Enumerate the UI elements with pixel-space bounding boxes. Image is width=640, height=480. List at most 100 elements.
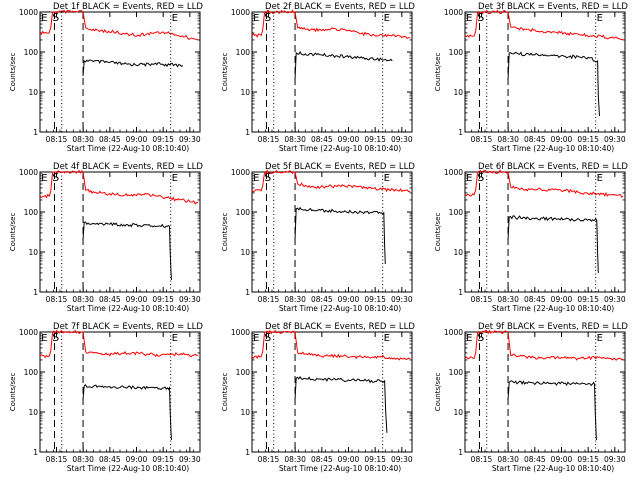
y-tick-label: 100 — [24, 368, 39, 377]
series-line-events — [82, 221, 172, 281]
series-line-lld — [39, 9, 199, 41]
x-tick-label: 08:45 — [524, 135, 546, 144]
plot-frame — [464, 331, 626, 453]
marker-label-e-right: E — [384, 333, 390, 344]
x-tick-label: 08:30 — [72, 295, 94, 304]
y-tick-label: 10 — [453, 248, 463, 257]
x-tick-label: 08:45 — [99, 455, 121, 464]
y-tick-label: 100 — [24, 208, 39, 217]
series-line-lld — [464, 329, 624, 361]
marker-label-s: S — [52, 171, 59, 184]
plot-frame — [39, 171, 201, 293]
y-tick-label: 1 — [33, 288, 38, 297]
marker-label-e-left: E — [41, 173, 47, 184]
x-tick-label: 09:15 — [152, 295, 174, 304]
x-tick-label: 09:15 — [364, 135, 386, 144]
marker-label-s: S — [52, 11, 59, 24]
chart-panel-3: Det 3f BLACK = Events, RED = LLD 1 10 100 10… — [434, 2, 628, 153]
x-tick-label: 09:00 — [126, 295, 148, 304]
marker-label-s: S — [477, 171, 484, 184]
marker-label-e-left: E — [466, 13, 472, 24]
series-line-events — [507, 51, 600, 117]
series-line-events — [294, 51, 393, 81]
x-axis-label: Start Time (22-Aug-10 08:10:40) — [492, 464, 614, 473]
x-tick-label: 08:30 — [284, 455, 306, 464]
marker-label-e-right: E — [172, 333, 178, 344]
series-line-lld — [39, 169, 199, 205]
y-tick-label: 100 — [449, 208, 464, 217]
x-tick-label: 09:15 — [152, 135, 174, 144]
y-tick-label: 1 — [458, 288, 463, 297]
x-tick-label: 08:45 — [99, 295, 121, 304]
marker-label-e-right: E — [597, 13, 603, 24]
marker-label-e-right: E — [384, 173, 390, 184]
y-tick-label: 1000 — [19, 328, 38, 337]
chart-title: Det 4f BLACK = Events, RED = LLD — [53, 162, 203, 172]
chart-title: Det 2f BLACK = Events, RED = LLD — [265, 2, 415, 12]
x-tick-label: 08:15 — [46, 135, 68, 144]
x-axis-label: Start Time (22-Aug-10 08:10:40) — [492, 304, 614, 313]
marker-label-s: S — [477, 11, 484, 24]
marker-label-e-left: E — [253, 173, 259, 184]
x-axis-label: Start Time (22-Aug-10 08:10:40) — [279, 304, 401, 313]
x-tick-label: 09:00 — [551, 455, 573, 464]
plot-frame — [251, 331, 413, 453]
chart-title: Det 9f BLACK = Events, RED = LLD — [478, 322, 628, 332]
x-tick-label: 08:15 — [258, 455, 280, 464]
marker-label-e-right: E — [172, 173, 178, 184]
chart-panel-4: Det 4f BLACK = Events, RED = LLD 1 10 100 10… — [9, 162, 203, 313]
x-tick-label: 09:00 — [126, 135, 148, 144]
y-tick-label: 10 — [453, 88, 463, 97]
y-tick-label: 1000 — [19, 168, 38, 177]
y-tick-label: 1 — [245, 448, 250, 457]
y-axis-label: Counts/sec — [434, 213, 442, 252]
x-tick-label: 09:00 — [338, 295, 360, 304]
marker-label-e-left: E — [466, 173, 472, 184]
x-tick-label: 08:15 — [471, 455, 493, 464]
marker-label-s: S — [264, 171, 271, 184]
chart-title: Det 1f BLACK = Events, RED = LLD — [53, 2, 203, 12]
chart-panel-1: Det 1f BLACK = Events, RED = LLD 1 10 100 10… — [9, 2, 203, 153]
marker-label-e-right: E — [597, 173, 603, 184]
y-tick-label: 100 — [236, 368, 251, 377]
x-tick-label: 08:45 — [524, 295, 546, 304]
y-tick-label: 100 — [236, 48, 251, 57]
x-tick-label: 09:30 — [391, 295, 413, 304]
y-tick-label: 1000 — [444, 8, 463, 17]
y-tick-label: 1000 — [231, 168, 250, 177]
chart-title: Det 8f BLACK = Events, RED = LLD — [265, 322, 415, 332]
y-tick-label: 10 — [28, 248, 38, 257]
marker-label-e-left: E — [466, 333, 472, 344]
x-axis-label: Start Time (22-Aug-10 08:10:40) — [67, 464, 189, 473]
chart-panel-7: Det 7f BLACK = Events, RED = LLD 1 10 100 10… — [9, 322, 203, 473]
y-tick-label: 10 — [28, 408, 38, 417]
series-line-lld — [251, 9, 411, 40]
y-axis-label: Counts/sec — [221, 373, 229, 412]
x-tick-label: 08:30 — [497, 295, 519, 304]
y-tick-label: 100 — [236, 208, 251, 217]
x-tick-label: 09:30 — [179, 295, 201, 304]
x-tick-label: 08:30 — [72, 135, 94, 144]
x-tick-label: 08:30 — [72, 455, 94, 464]
chart-panel-9: Det 9f BLACK = Events, RED = LLD 1 10 100 10… — [434, 322, 628, 473]
x-tick-label: 09:30 — [391, 455, 413, 464]
x-tick-label: 08:30 — [284, 295, 306, 304]
x-tick-label: 08:15 — [258, 295, 280, 304]
y-tick-label: 1000 — [444, 168, 463, 177]
marker-label-e-right: E — [172, 13, 178, 24]
y-tick-label: 10 — [240, 248, 250, 257]
series-line-lld — [251, 169, 411, 193]
series-line-lld — [464, 169, 624, 198]
y-tick-label: 10 — [240, 88, 250, 97]
y-tick-label: 10 — [453, 408, 463, 417]
x-tick-label: 08:30 — [497, 135, 519, 144]
x-tick-label: 09:15 — [364, 295, 386, 304]
plot-frame — [251, 171, 413, 293]
series-line-events — [82, 384, 172, 441]
marker-label-e-right: E — [384, 13, 390, 24]
y-tick-label: 1000 — [444, 328, 463, 337]
chart-title: Det 6f BLACK = Events, RED = LLD — [478, 162, 628, 172]
x-tick-label: 09:30 — [604, 295, 626, 304]
y-tick-label: 1000 — [231, 328, 250, 337]
x-axis-label: Start Time (22-Aug-10 08:10:40) — [492, 144, 614, 153]
